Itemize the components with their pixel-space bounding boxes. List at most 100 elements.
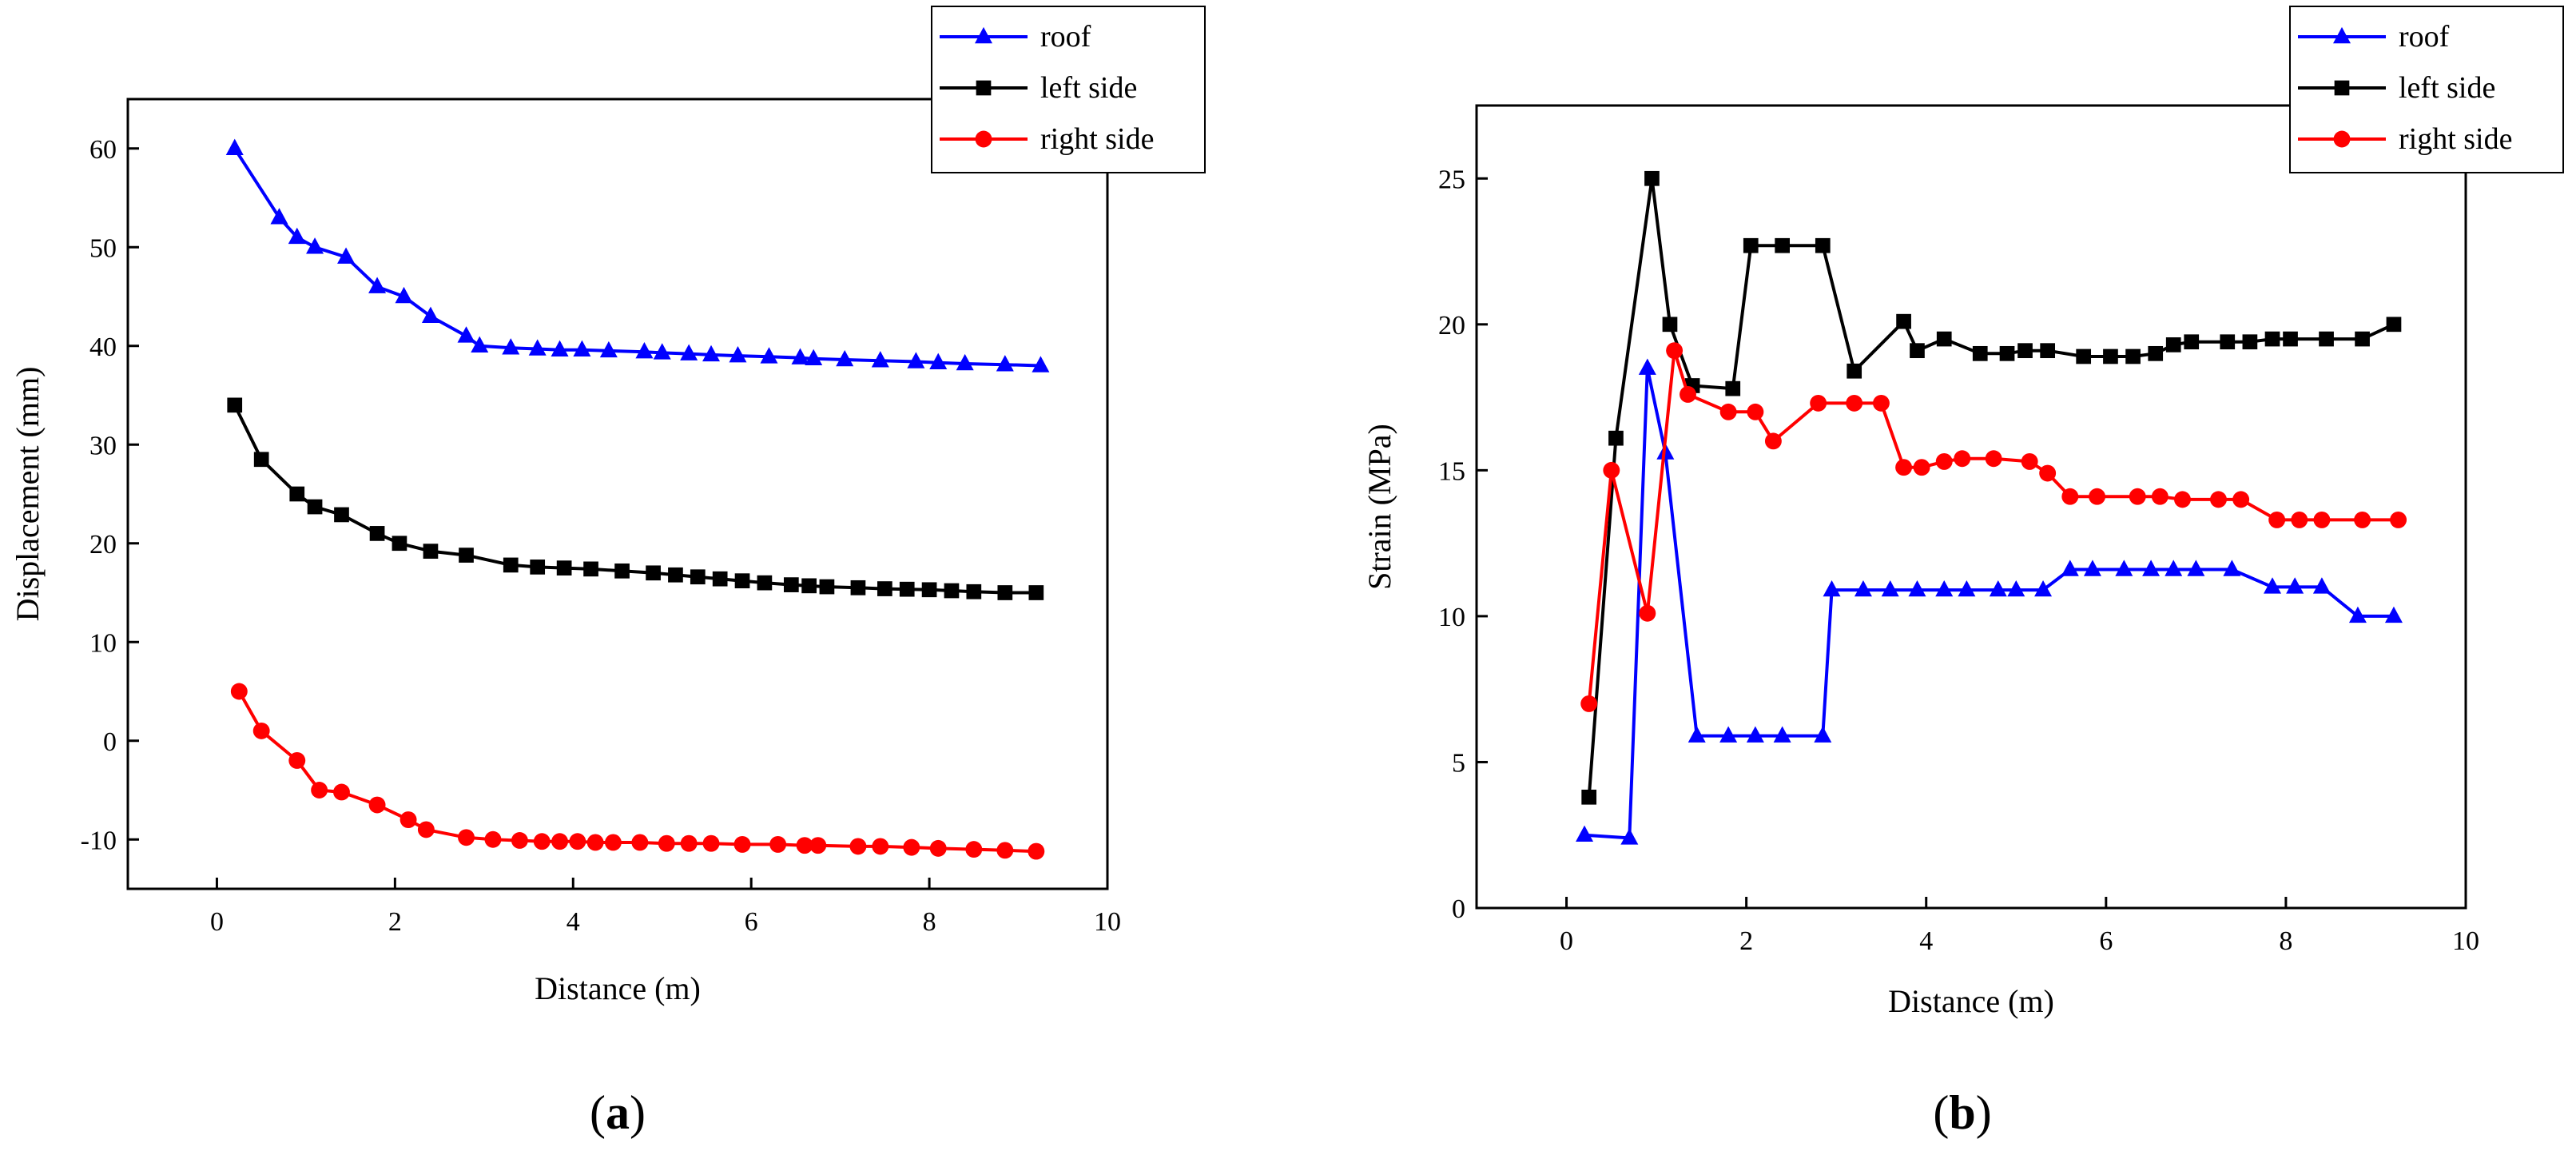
plot-frame-b bbox=[1475, 104, 2467, 910]
data-point-roof bbox=[871, 351, 889, 368]
data-point-left-side bbox=[1936, 331, 1952, 347]
data-point-left-side bbox=[966, 583, 982, 599]
data-point-right-side bbox=[1873, 394, 1890, 412]
data-point-roof bbox=[2312, 577, 2331, 594]
data-point-right-side bbox=[2061, 488, 2079, 505]
legend-item-left-side: left side bbox=[940, 71, 1137, 105]
legend-item-right-side: right side bbox=[940, 122, 1154, 156]
data-point-roof bbox=[1746, 726, 1764, 743]
data-point-roof bbox=[2187, 560, 2205, 576]
legend-a: roof left side right side bbox=[931, 6, 1206, 173]
data-point-left-side bbox=[2076, 348, 2092, 364]
plot-frame-a bbox=[126, 98, 1109, 890]
series-line-right-side bbox=[237, 691, 1036, 854]
chart-panel-a: -10 0 10 20 30 40 50 60 0 2 4 6 8 10 Distance (m) Di… bbox=[10, 6, 1206, 1139]
legend-swatch-marker bbox=[2333, 26, 2351, 44]
data-point-right-side bbox=[1895, 459, 1913, 476]
data-point-roof bbox=[760, 347, 778, 364]
data-point-left-side bbox=[850, 579, 866, 595]
data-point-right-side bbox=[1985, 450, 2002, 468]
data-point-right-side bbox=[658, 834, 675, 852]
data-point-left-side bbox=[2040, 343, 2056, 359]
data-point-roof bbox=[2083, 560, 2101, 576]
x-tick-label: 10 bbox=[2452, 926, 2479, 956]
data-point-right-side bbox=[733, 835, 751, 853]
legend-label: right side bbox=[1040, 122, 1154, 156]
data-point-right-side bbox=[484, 830, 502, 848]
data-point-roof bbox=[1814, 726, 1832, 743]
data-point-left-side bbox=[1644, 170, 1660, 186]
data-point-left-side bbox=[2283, 331, 2298, 347]
legend-swatch-marker bbox=[976, 80, 992, 96]
x-axis-ticks-a: 0 2 4 6 8 10 bbox=[210, 878, 1121, 937]
series-line-left-side bbox=[1587, 177, 2395, 798]
data-point-roof bbox=[573, 340, 591, 356]
data-point-roof bbox=[306, 237, 324, 254]
x-tick-label: 8 bbox=[923, 907, 936, 937]
data-point-right-side bbox=[569, 833, 586, 850]
data-point-left-side bbox=[334, 507, 349, 523]
panel-letter-a: a bbox=[606, 1086, 630, 1139]
data-point-right-side bbox=[1913, 459, 1930, 476]
data-point-right-side bbox=[2021, 452, 2038, 470]
x-tick-label: 6 bbox=[2099, 926, 2113, 956]
data-point-right-side bbox=[511, 832, 528, 849]
data-point-left-side bbox=[668, 567, 683, 583]
data-point-left-side bbox=[503, 557, 519, 573]
data-point-right-side bbox=[849, 838, 867, 855]
data-point-right-side bbox=[2354, 511, 2371, 528]
data-point-left-side bbox=[757, 575, 773, 591]
x-tick-label: 4 bbox=[1919, 926, 1933, 956]
data-point-roof bbox=[956, 353, 974, 371]
y-tick-label: 40 bbox=[89, 333, 117, 362]
data-point-left-side bbox=[1972, 345, 1988, 361]
legend-label: left side bbox=[2399, 71, 2495, 105]
data-point-right-side bbox=[2232, 491, 2250, 508]
data-point-right-side bbox=[809, 837, 827, 854]
data-point-roof bbox=[225, 138, 244, 155]
data-point-right-side bbox=[417, 821, 435, 838]
data-point-roof bbox=[2384, 606, 2403, 623]
legend-swatch-marker bbox=[975, 130, 992, 148]
x-tick-label: 6 bbox=[745, 907, 758, 937]
data-point-right-side bbox=[252, 722, 270, 739]
data-point-left-side bbox=[2242, 334, 2258, 350]
data-point-left-side bbox=[227, 397, 243, 413]
legend-label: roof bbox=[2399, 20, 2450, 54]
data-point-roof bbox=[2223, 560, 2241, 576]
data-point-right-side bbox=[965, 841, 983, 858]
series-line-left-side bbox=[233, 404, 1036, 595]
legend-item-roof: roof bbox=[2298, 20, 2450, 54]
data-point-roof bbox=[1719, 726, 1738, 743]
data-point-left-side bbox=[1999, 345, 2015, 361]
data-point-roof bbox=[2142, 560, 2161, 576]
data-point-left-side bbox=[307, 499, 323, 515]
y-tick-label: 15 bbox=[1438, 456, 1465, 486]
y-axis-ticks-b: 0 5 10 15 20 25 bbox=[1438, 165, 1488, 924]
data-point-roof bbox=[635, 342, 654, 359]
panel-label-b: (b) bbox=[1933, 1086, 1991, 1139]
data-point-roof bbox=[680, 344, 698, 360]
x-tick-label: 0 bbox=[210, 907, 224, 937]
data-point-roof bbox=[2007, 579, 2025, 597]
x-axis-label-a: Distance (m) bbox=[535, 970, 701, 1006]
data-point-left-side bbox=[253, 452, 269, 468]
data-point-right-side bbox=[1639, 604, 1656, 622]
data-point-roof bbox=[791, 348, 809, 364]
legend-swatch-marker bbox=[2333, 130, 2351, 148]
data-point-right-side bbox=[333, 783, 350, 801]
data-point-left-side bbox=[289, 486, 305, 502]
data-point-roof bbox=[1935, 579, 1954, 597]
data-point-roof bbox=[996, 355, 1014, 372]
data-point-left-side bbox=[2184, 334, 2200, 350]
data-point-left-side bbox=[2103, 348, 2118, 364]
data-point-left-side bbox=[583, 561, 598, 577]
panel-letter-b: b bbox=[1949, 1086, 1975, 1139]
series-line-roof bbox=[1584, 366, 2394, 840]
y-axis-ticks-a: -10 0 10 20 30 40 50 60 bbox=[81, 135, 139, 855]
legend-item-left-side: left side bbox=[2298, 71, 2495, 105]
data-point-roof bbox=[805, 348, 823, 366]
data-point-roof bbox=[337, 247, 356, 264]
panel-label-a: (a) bbox=[590, 1086, 646, 1139]
